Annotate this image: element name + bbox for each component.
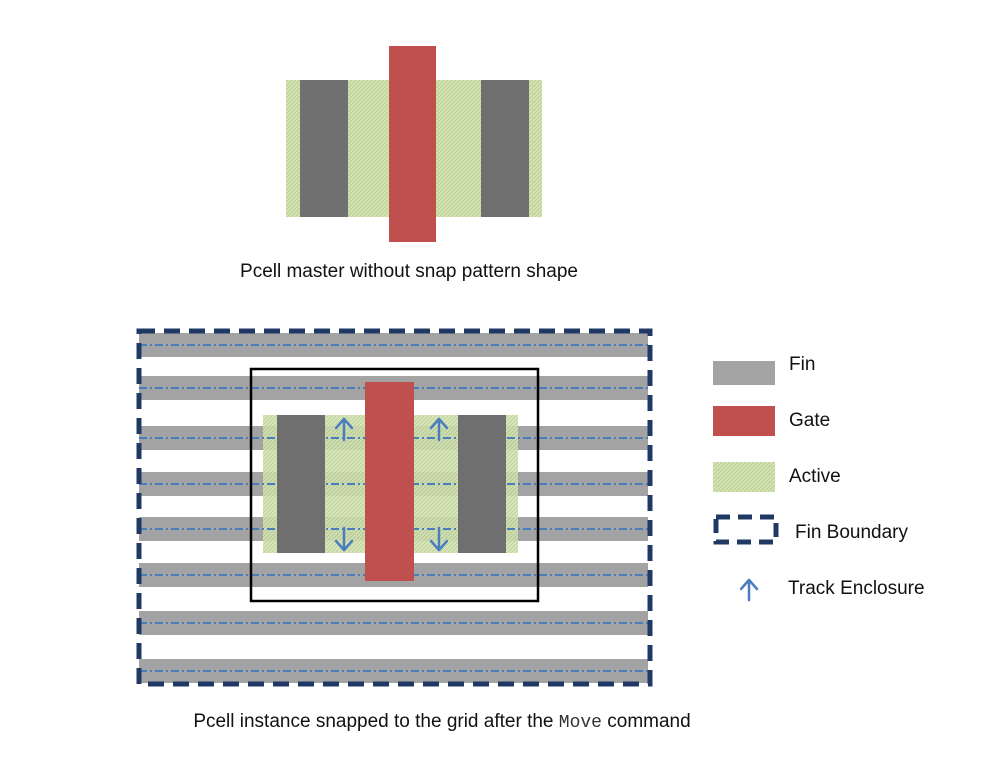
bottom-caption-prefix: Pcell instance snapped to the grid after… bbox=[193, 711, 558, 732]
track-lines bbox=[139, 344, 648, 672]
bottom-caption: Pcell instance snapped to the grid after… bbox=[193, 711, 690, 733]
instance-left-diffusion bbox=[277, 415, 325, 553]
bottom-caption-code: Move bbox=[559, 713, 602, 733]
top-caption: Pcell master without snap pattern shape bbox=[240, 261, 578, 282]
legend-fin-label: Fin bbox=[789, 354, 815, 375]
pcell-instance bbox=[136, 328, 653, 687]
legend-track-label: Track Enclosure bbox=[788, 578, 925, 599]
legend-track-arrow-icon bbox=[739, 578, 759, 602]
arrow-down-icon bbox=[429, 526, 449, 552]
instance-right-diffusion bbox=[458, 415, 506, 553]
fin-boundary bbox=[136, 328, 653, 687]
legend-gate-label: Gate bbox=[789, 410, 830, 431]
master-gate bbox=[389, 46, 436, 242]
cell-outline bbox=[249, 367, 540, 603]
legend-boundary-swatch bbox=[713, 514, 779, 545]
bottom-caption-suffix: command bbox=[602, 711, 691, 732]
legend-gate-swatch bbox=[713, 406, 775, 436]
legend-fin-swatch bbox=[713, 361, 775, 385]
track-enclosure-arrows bbox=[334, 417, 449, 552]
legend-active-label: Active bbox=[789, 466, 841, 487]
instance-gate bbox=[365, 382, 414, 581]
arrow-up-icon bbox=[334, 417, 354, 442]
master-left-diffusion bbox=[300, 80, 348, 217]
legend-active-swatch bbox=[713, 462, 775, 492]
legend-boundary-label: Fin Boundary bbox=[795, 522, 909, 543]
pcell-master bbox=[286, 46, 542, 242]
arrow-up-icon bbox=[429, 417, 449, 442]
master-right-diffusion bbox=[481, 80, 529, 217]
arrow-down-icon bbox=[334, 526, 354, 552]
legend: Fin Gate Active Fin Boundary Track Enclo… bbox=[713, 354, 925, 602]
